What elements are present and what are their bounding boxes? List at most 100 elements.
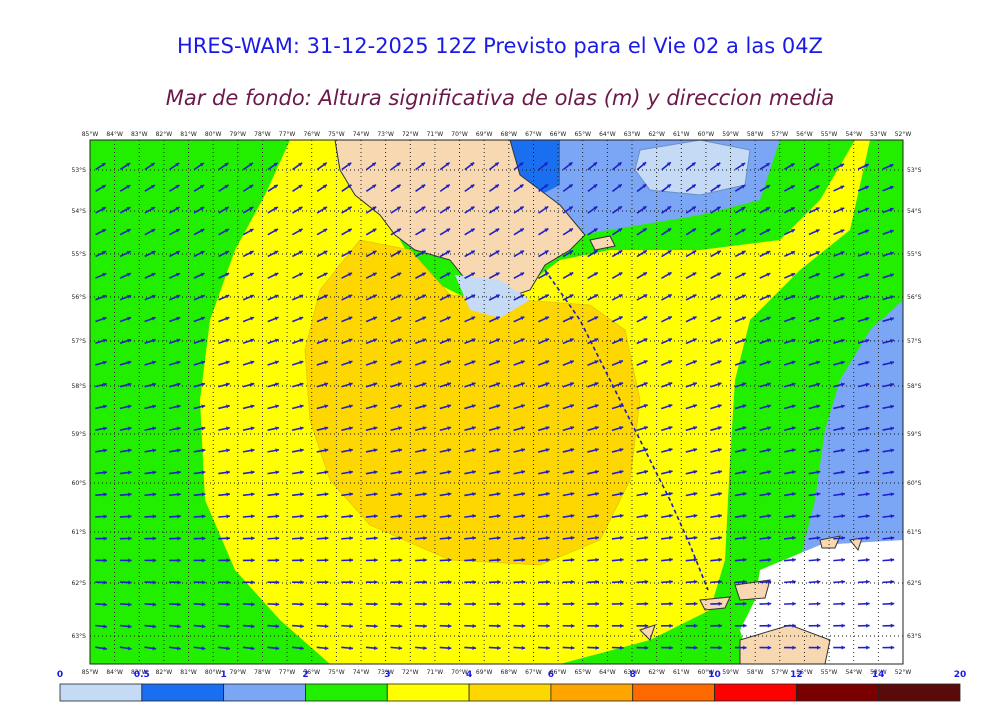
direction-arrow-head <box>669 557 673 562</box>
direction-arrow-head <box>422 404 427 409</box>
direction-arrow-head <box>865 557 870 562</box>
direction-arrow-head <box>152 514 157 519</box>
direction-arrow-head <box>519 228 524 233</box>
direction-arrow-head <box>176 272 181 277</box>
direction-arrow-head <box>667 316 672 320</box>
latitude-label: 58°S <box>907 383 922 390</box>
direction-arrow-head <box>299 470 304 475</box>
direction-arrow-head <box>841 470 845 475</box>
longitude-label: 82°W <box>156 669 173 676</box>
direction-arrow-head <box>792 645 796 650</box>
direction-arrow-head <box>644 623 649 628</box>
longitude-label: 72°W <box>402 669 419 676</box>
direction-arrow-head <box>274 382 279 387</box>
direction-arrow-head <box>470 228 475 233</box>
direction-arrow-head <box>865 514 870 519</box>
direction-arrow-head <box>841 514 845 519</box>
direction-arrow-head <box>890 426 895 431</box>
direction-arrow-head <box>693 404 697 409</box>
longitude-label: 75°W <box>328 131 345 138</box>
direction-arrow-head <box>446 316 451 321</box>
direction-arrow-head <box>495 316 500 321</box>
direction-arrow-head <box>471 338 476 343</box>
direction-arrow-head <box>816 645 821 650</box>
direction-arrow-head <box>669 579 673 584</box>
direction-arrow-head <box>126 207 131 211</box>
longitude-label: 59°W <box>722 131 739 138</box>
longitude-label: 85°W <box>82 131 99 138</box>
direction-arrow-head <box>765 185 770 189</box>
direction-arrow-head <box>619 491 624 496</box>
direction-arrow-head <box>841 557 845 562</box>
direction-arrow-head <box>398 426 402 431</box>
light-blue-zone <box>634 140 751 196</box>
direction-arrow-head <box>103 536 107 541</box>
direction-arrow-head <box>226 580 230 585</box>
longitude-label: 59°W <box>722 669 739 676</box>
direction-arrow-head <box>741 185 746 189</box>
longitude-label: 75°W <box>328 669 345 676</box>
direction-arrow-head <box>815 163 820 168</box>
direction-arrow-head <box>175 250 180 255</box>
direction-arrow-head <box>249 294 254 299</box>
legend-tick-label: 3 <box>384 670 390 680</box>
direction-arrow-head <box>642 228 647 233</box>
direction-arrow-head <box>791 251 795 255</box>
longitude-label: 56°W <box>796 669 813 676</box>
direction-arrow-head <box>718 491 722 497</box>
direction-arrow-head <box>520 294 525 299</box>
direction-arrow-head <box>569 316 574 321</box>
direction-arrow-head <box>521 645 526 650</box>
direction-arrow-head <box>816 426 821 431</box>
direction-arrow-head <box>201 360 206 365</box>
direction-arrow-head <box>150 163 155 167</box>
direction-arrow-head <box>176 448 181 453</box>
direction-arrow-head <box>569 382 574 387</box>
direction-arrow-head <box>619 447 624 452</box>
wave-direction-arrows <box>95 161 895 651</box>
direction-arrow-head <box>127 492 132 497</box>
direction-arrow-head <box>766 316 771 321</box>
direction-arrow-head <box>298 206 303 211</box>
direction-arrow-head <box>275 580 280 585</box>
direction-arrow-head <box>866 623 870 628</box>
direction-arrow-head <box>175 163 180 167</box>
direction-arrow-head <box>767 601 772 606</box>
direction-arrow-head <box>593 228 598 233</box>
direction-arrow-head <box>864 185 869 190</box>
direction-arrow-head <box>741 294 746 299</box>
direction-arrow-head <box>691 184 696 189</box>
direction-arrow-head <box>177 624 181 629</box>
direction-arrow-head <box>791 448 796 453</box>
direction-arrow-head <box>176 294 181 299</box>
longitude-label: 83°W <box>131 669 148 676</box>
direction-arrow-head <box>841 645 845 650</box>
direction-arrow-head <box>322 162 327 167</box>
direction-arrow-head <box>226 492 230 497</box>
direction-arrow-head <box>520 404 525 409</box>
direction-arrow-head <box>840 316 845 321</box>
direction-arrow-head <box>890 382 894 387</box>
direction-arrow-head <box>200 272 205 277</box>
longitude-label: 74°W <box>353 669 370 676</box>
direction-arrow-head <box>691 162 696 167</box>
direction-arrow-head <box>569 338 574 343</box>
direction-arrow-head <box>890 623 895 628</box>
direction-arrow-head <box>840 295 845 299</box>
legend-tick-label: 6 <box>548 670 554 680</box>
direction-arrow-head <box>201 580 206 585</box>
legend-tick-label: 1 <box>221 670 227 680</box>
direction-arrow-head <box>470 184 475 189</box>
direction-arrow-head <box>275 646 280 651</box>
direction-arrow-head <box>716 250 721 255</box>
direction-arrow-head <box>422 360 427 365</box>
direction-arrow-head <box>643 338 648 342</box>
direction-arrow-head <box>422 448 427 453</box>
direction-arrow-head <box>422 338 427 343</box>
direction-arrow-head <box>667 206 672 211</box>
direction-arrow-head <box>494 184 499 189</box>
direction-arrow-head <box>396 206 401 211</box>
direction-arrow-head <box>521 492 526 497</box>
direction-arrow-head <box>177 514 181 519</box>
direction-arrow-head <box>249 206 254 211</box>
